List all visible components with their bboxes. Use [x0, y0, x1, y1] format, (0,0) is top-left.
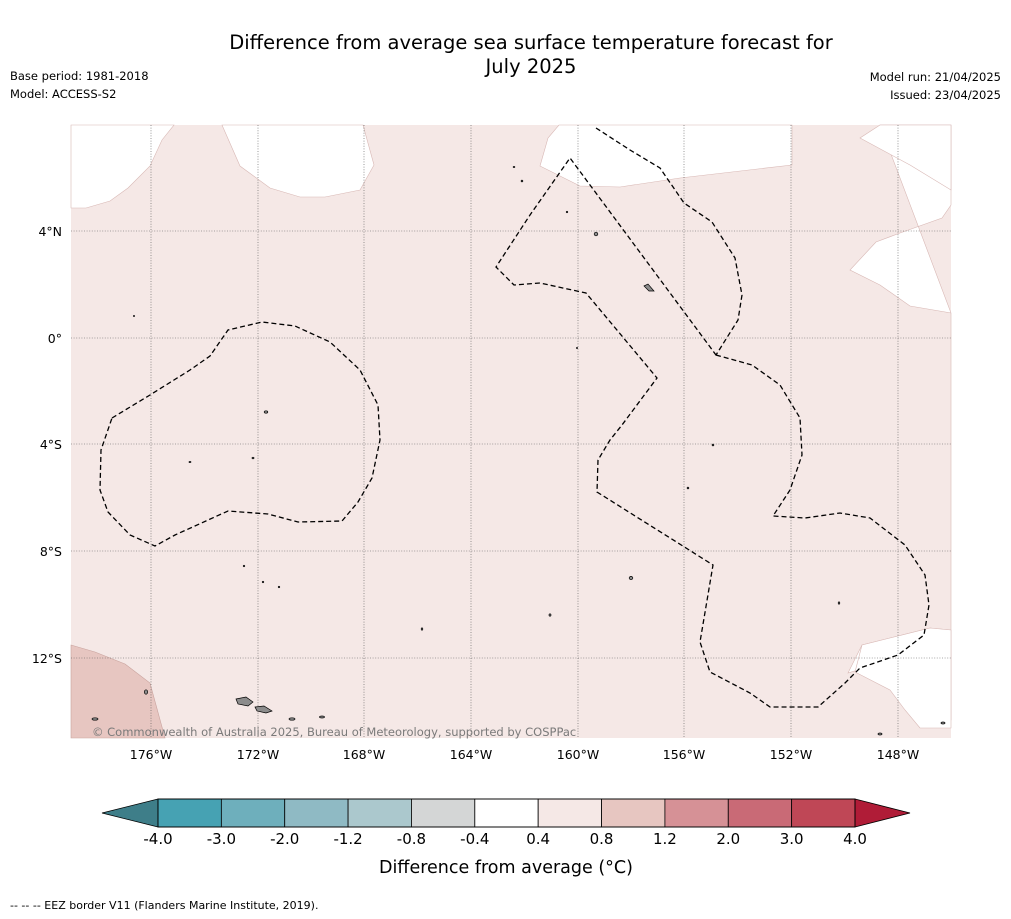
- lon-label-148w: 148°W: [877, 747, 919, 762]
- near-average-region-top-right-corner: [859, 124, 952, 191]
- lat-label-12s: 12°S: [32, 651, 62, 666]
- island-6: [593, 231, 599, 237]
- island-christmas: [643, 283, 655, 292]
- colorbar-tick-label: -2.0: [270, 830, 299, 848]
- colorbar-cells: [157, 798, 856, 828]
- colorbar-tick-label: -1.2: [333, 830, 362, 848]
- colorbar-cell: [411, 798, 476, 828]
- island-18: [261, 580, 265, 584]
- near-average-region-lower-right: [854, 627, 952, 729]
- colorbar-tick-label: 1.2: [653, 830, 677, 848]
- issued-date: Issued: 23/04/2025: [890, 88, 1001, 102]
- colorbar-label: Difference from average (°C): [379, 858, 633, 878]
- colorbar-frame: [157, 798, 856, 828]
- lat-label-8s: 8°S: [40, 544, 62, 559]
- model-name: Model: ACCESS-S2: [10, 87, 117, 101]
- colorbar-tick-label: 2.0: [716, 830, 740, 848]
- island-10: [251, 456, 255, 460]
- island-22: [940, 721, 946, 725]
- colorbar-cell: [474, 798, 539, 828]
- anomaly-band-0.8-1.2: [70, 644, 166, 739]
- island-12: [711, 443, 715, 447]
- island-savaii: [235, 696, 254, 707]
- island-5: [263, 410, 269, 414]
- colorbar-cell: [537, 798, 602, 828]
- island-1: [144, 689, 148, 695]
- colorbar-tick-label: -0.4: [460, 830, 489, 848]
- island-2: [91, 717, 99, 721]
- latitude-labels: 4°N 0° 4°S 8°S 12°S: [32, 224, 62, 666]
- colorbar-over-arrow: [854, 798, 911, 828]
- colorbar-under-arrow: [101, 798, 159, 828]
- lat-label-4n: 4°N: [38, 224, 62, 239]
- colorbar-tick-labels: -4.0 -3.0 -2.0 -1.2 -0.8 -0.4 0.4 0.8 1.2 2.0 3.0 4…: [143, 830, 867, 848]
- islands: [91, 165, 946, 736]
- island-24: [576, 347, 578, 349]
- island-23: [133, 315, 135, 317]
- colorbar-cell: [727, 798, 793, 828]
- lon-label-168w: 168°W: [343, 747, 385, 762]
- title-line-1: Difference from average sea surface temp…: [229, 31, 833, 54]
- island-15: [512, 165, 516, 169]
- island-16: [565, 210, 569, 214]
- meta-right: Model run: 21/04/2025 Issued: 23/04/2025: [870, 68, 1001, 104]
- model-run: Model run: 21/04/2025: [869, 70, 1001, 84]
- island-9: [420, 627, 424, 631]
- island-3: [288, 717, 296, 721]
- colorbar-cell: [284, 798, 349, 828]
- island-4: [319, 715, 325, 719]
- eez-border-samoa-region: [99, 321, 381, 547]
- base-period: Base period: 1981-2018: [10, 69, 149, 83]
- longitude-labels: 176°W 172°W 168°W 164°W 160°W 156°W 152°…: [130, 747, 919, 762]
- island-upolu: [254, 705, 273, 714]
- map-area: © Commonwealth of Australia 2025, Bureau…: [70, 124, 952, 739]
- colorbar: -4.0 -3.0 -2.0 -1.2 -0.8 -0.4 0.4 0.8 1.2 2.0 3.0 4…: [101, 798, 911, 878]
- colorbar-cell: [220, 798, 286, 828]
- colorbar-cell: [664, 798, 729, 828]
- colorbar-tick-label: 4.0: [843, 830, 867, 848]
- colorbar-cell: [157, 798, 222, 828]
- island-17: [242, 564, 246, 568]
- lon-label-156w: 156°W: [663, 747, 705, 762]
- island-21: [877, 732, 883, 736]
- lat-label-0: 0°: [48, 331, 62, 346]
- colorbar-tick-label: -4.0: [143, 830, 172, 848]
- eez-borders: [99, 127, 930, 708]
- colorbar-cell: [791, 798, 856, 828]
- island-13: [686, 486, 690, 490]
- colorbar-tick-label: 0.4: [526, 830, 550, 848]
- anomaly-band-0.4-0.8: [71, 125, 951, 738]
- lon-label-152w: 152°W: [770, 747, 812, 762]
- graticule: [71, 125, 951, 738]
- island-20: [837, 601, 841, 605]
- colorbar-cell: [347, 798, 412, 828]
- island-11: [188, 460, 192, 464]
- colorbar-tick-label: 0.8: [590, 830, 614, 848]
- eez-footnote: -- -- -- EEZ border V11 (Flanders Marine…: [10, 899, 319, 912]
- map-title: Difference from average sea surface temp…: [160, 31, 902, 79]
- meta-left: Base period: 1981-2018 Model: ACCESS-S2: [10, 67, 149, 103]
- near-average-region-top-left: [70, 124, 175, 209]
- lon-label-160w: 160°W: [557, 747, 599, 762]
- lon-label-164w: 164°W: [450, 747, 492, 762]
- lon-label-172w: 172°W: [237, 747, 279, 762]
- colorbar-tick-label: -3.0: [207, 830, 236, 848]
- lat-label-4s: 4°S: [40, 437, 62, 452]
- eez-border-central: [495, 127, 930, 708]
- colorbar-tick-label: 3.0: [780, 830, 804, 848]
- island-8: [548, 613, 552, 617]
- near-average-region-top-center: [221, 124, 375, 198]
- near-average-region-top-right: [539, 124, 793, 188]
- colorbar-tick-label: -0.8: [397, 830, 426, 848]
- colorbar-cell: [601, 798, 666, 828]
- island-7: [628, 576, 634, 580]
- copyright-notice: © Commonwealth of Australia 2025, Bureau…: [92, 725, 576, 739]
- title-line-2: July 2025: [485, 55, 577, 78]
- lon-label-176w: 176°W: [130, 747, 172, 762]
- island-19: [277, 585, 281, 589]
- island-14: [520, 179, 524, 183]
